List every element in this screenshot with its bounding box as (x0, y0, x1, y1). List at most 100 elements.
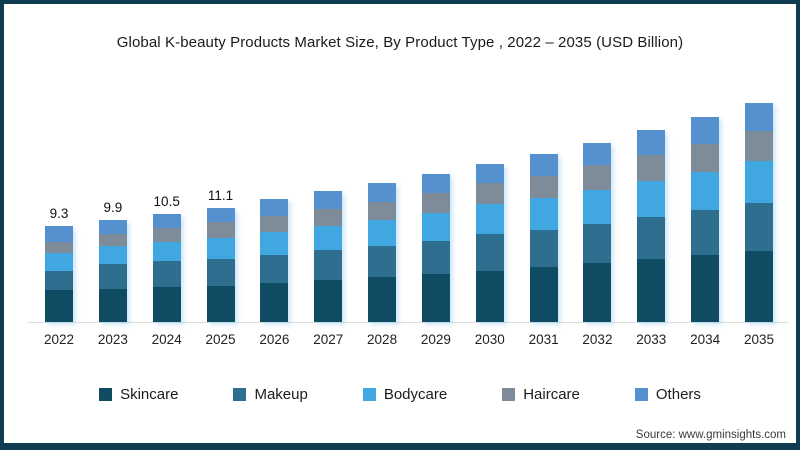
bar-segment-skincare-2030 (475, 270, 504, 322)
bar-segment-skincare-2033 (637, 259, 666, 322)
bar-segment-skincare-2031 (529, 267, 558, 322)
bar-segment-skincare-2029 (421, 273, 450, 322)
x-tick-label-2023: 2023 (97, 332, 128, 347)
x-tick-label-2025: 2025 (205, 332, 236, 347)
bar-segment-others-2023 (98, 220, 127, 235)
bar-segment-makeup-2034 (691, 209, 720, 256)
bar-segment-bodycare-2027 (314, 226, 343, 250)
bar-segment-bodycare-2026 (260, 232, 289, 256)
x-tick-label-2035: 2035 (743, 332, 774, 347)
bar-segment-haircare-2033 (637, 155, 666, 181)
x-tick-label-2034: 2034 (690, 332, 721, 347)
x-tick-label-2027: 2027 (313, 332, 344, 347)
x-tick-label-2033: 2033 (636, 332, 667, 347)
legend-label-others: Others (655, 386, 701, 403)
bar-segment-haircare-2027 (314, 208, 343, 227)
legend-item-makeup: Makeup (233, 386, 308, 403)
bar-segment-haircare-2028 (368, 201, 397, 221)
legend-item-others: Others (634, 386, 701, 403)
bar-segment-skincare-2034 (691, 255, 720, 322)
bar-segment-makeup-2024 (152, 261, 181, 287)
bar-2035: 2035 (744, 102, 774, 347)
bar-segment-haircare-2034 (691, 143, 720, 172)
x-tick-label-2022: 2022 (43, 332, 75, 347)
x-axis-baseline (28, 322, 788, 323)
bar-segment-others-2030 (475, 164, 504, 183)
bar-segment-others-2035 (744, 102, 773, 132)
bar-segment-skincare-2023 (98, 289, 127, 322)
bar-segment-skincare-2035 (744, 250, 773, 322)
x-tick-label-2031: 2031 (528, 332, 559, 347)
bar-segment-bodycare-2033 (637, 180, 666, 217)
bar-segment-others-2024 (152, 213, 181, 229)
legend-swatch-haircare (502, 388, 516, 401)
bar-segment-makeup-2026 (260, 255, 289, 283)
bar-2025: 11.1 2025 (206, 188, 236, 347)
bar-2034: 2034 (690, 117, 720, 347)
bar-segment-bodycare-2034 (691, 171, 720, 210)
x-tick-label-2026: 2026 (259, 332, 290, 347)
bar-segment-skincare-2022 (45, 290, 73, 322)
bar-value-label-2022: 9.3 (49, 206, 69, 222)
x-tick-label-2032: 2032 (582, 332, 613, 347)
bar-segment-others-2022 (45, 226, 73, 242)
bar-segment-others-2025 (206, 207, 235, 223)
bar-segment-makeup-2035 (744, 202, 773, 251)
legend-label-haircare: Haircare (523, 386, 580, 403)
bar-segment-makeup-2029 (421, 240, 450, 274)
bar-segment-haircare-2029 (421, 193, 450, 213)
bar-segment-bodycare-2023 (98, 245, 127, 265)
bar-2033: 2033 (636, 130, 666, 347)
bar-segment-haircare-2035 (744, 131, 773, 162)
bar-segment-haircare-2030 (475, 182, 504, 204)
legend-swatch-others (634, 388, 648, 401)
bar-2024: 10.5 2024 (152, 194, 182, 347)
bar-segment-others-2034 (691, 117, 720, 144)
bar-segment-others-2033 (637, 130, 666, 156)
bar-segment-makeup-2032 (583, 224, 612, 264)
x-tick-label-2030: 2030 (474, 332, 505, 347)
bar-segment-haircare-2032 (583, 165, 612, 191)
bar-2028: 2028 (367, 182, 397, 347)
x-tick-label-2024: 2024 (151, 332, 182, 347)
bar-segment-makeup-2031 (529, 230, 558, 268)
bar-segment-skincare-2032 (583, 263, 612, 322)
plot-area: 9.3 2022 9.9 2023 10.5 2024 11.1 2025 2026 2027 20… (44, 95, 774, 347)
bar-2023: 9.9 2023 (98, 200, 128, 347)
bar-segment-makeup-2033 (637, 216, 666, 260)
legend-label-bodycare: Bodycare (383, 386, 448, 403)
legend-item-skincare: Skincare (99, 386, 178, 403)
bar-segment-bodycare-2032 (583, 190, 612, 225)
bar-segment-makeup-2028 (368, 245, 397, 277)
bar-value-label-2025: 11.1 (207, 187, 234, 203)
bar-segment-haircare-2024 (152, 228, 181, 242)
legend-item-bodycare: Bodycare (362, 386, 448, 403)
bar-segment-skincare-2025 (206, 285, 235, 322)
x-tick-label-2028: 2028 (367, 332, 398, 347)
bar-segment-others-2029 (421, 173, 450, 194)
x-tick-label-2029: 2029 (420, 332, 451, 347)
bar-segment-haircare-2023 (98, 234, 127, 246)
chart-title: Global K-beauty Products Market Size, By… (116, 34, 684, 51)
bar-segment-skincare-2026 (260, 282, 289, 322)
bar-2031: 2031 (529, 154, 559, 347)
bar-segment-others-2032 (583, 142, 612, 166)
bar-segment-others-2026 (260, 199, 289, 216)
bar-segment-bodycare-2035 (744, 161, 773, 203)
legend-swatch-bodycare (362, 388, 376, 401)
bar-segment-haircare-2031 (529, 175, 558, 199)
bar-segment-makeup-2025 (206, 259, 235, 286)
bar-segment-haircare-2022 (45, 241, 73, 254)
bar-segment-makeup-2027 (314, 249, 343, 280)
bar-segment-others-2031 (529, 154, 558, 176)
bar-segment-makeup-2030 (475, 234, 504, 271)
legend-label-skincare: Skincare (120, 386, 179, 403)
bar-segment-makeup-2022 (45, 270, 73, 291)
bar-segment-skincare-2027 (314, 279, 343, 322)
bar-segment-bodycare-2030 (475, 203, 504, 235)
bar-segment-others-2027 (314, 191, 343, 209)
bar-segment-makeup-2023 (98, 264, 127, 290)
legend-swatch-makeup (233, 388, 247, 401)
bar-segment-haircare-2025 (206, 222, 235, 238)
legend: Skincare Makeup Bodycare Haircare Others (4, 386, 796, 403)
